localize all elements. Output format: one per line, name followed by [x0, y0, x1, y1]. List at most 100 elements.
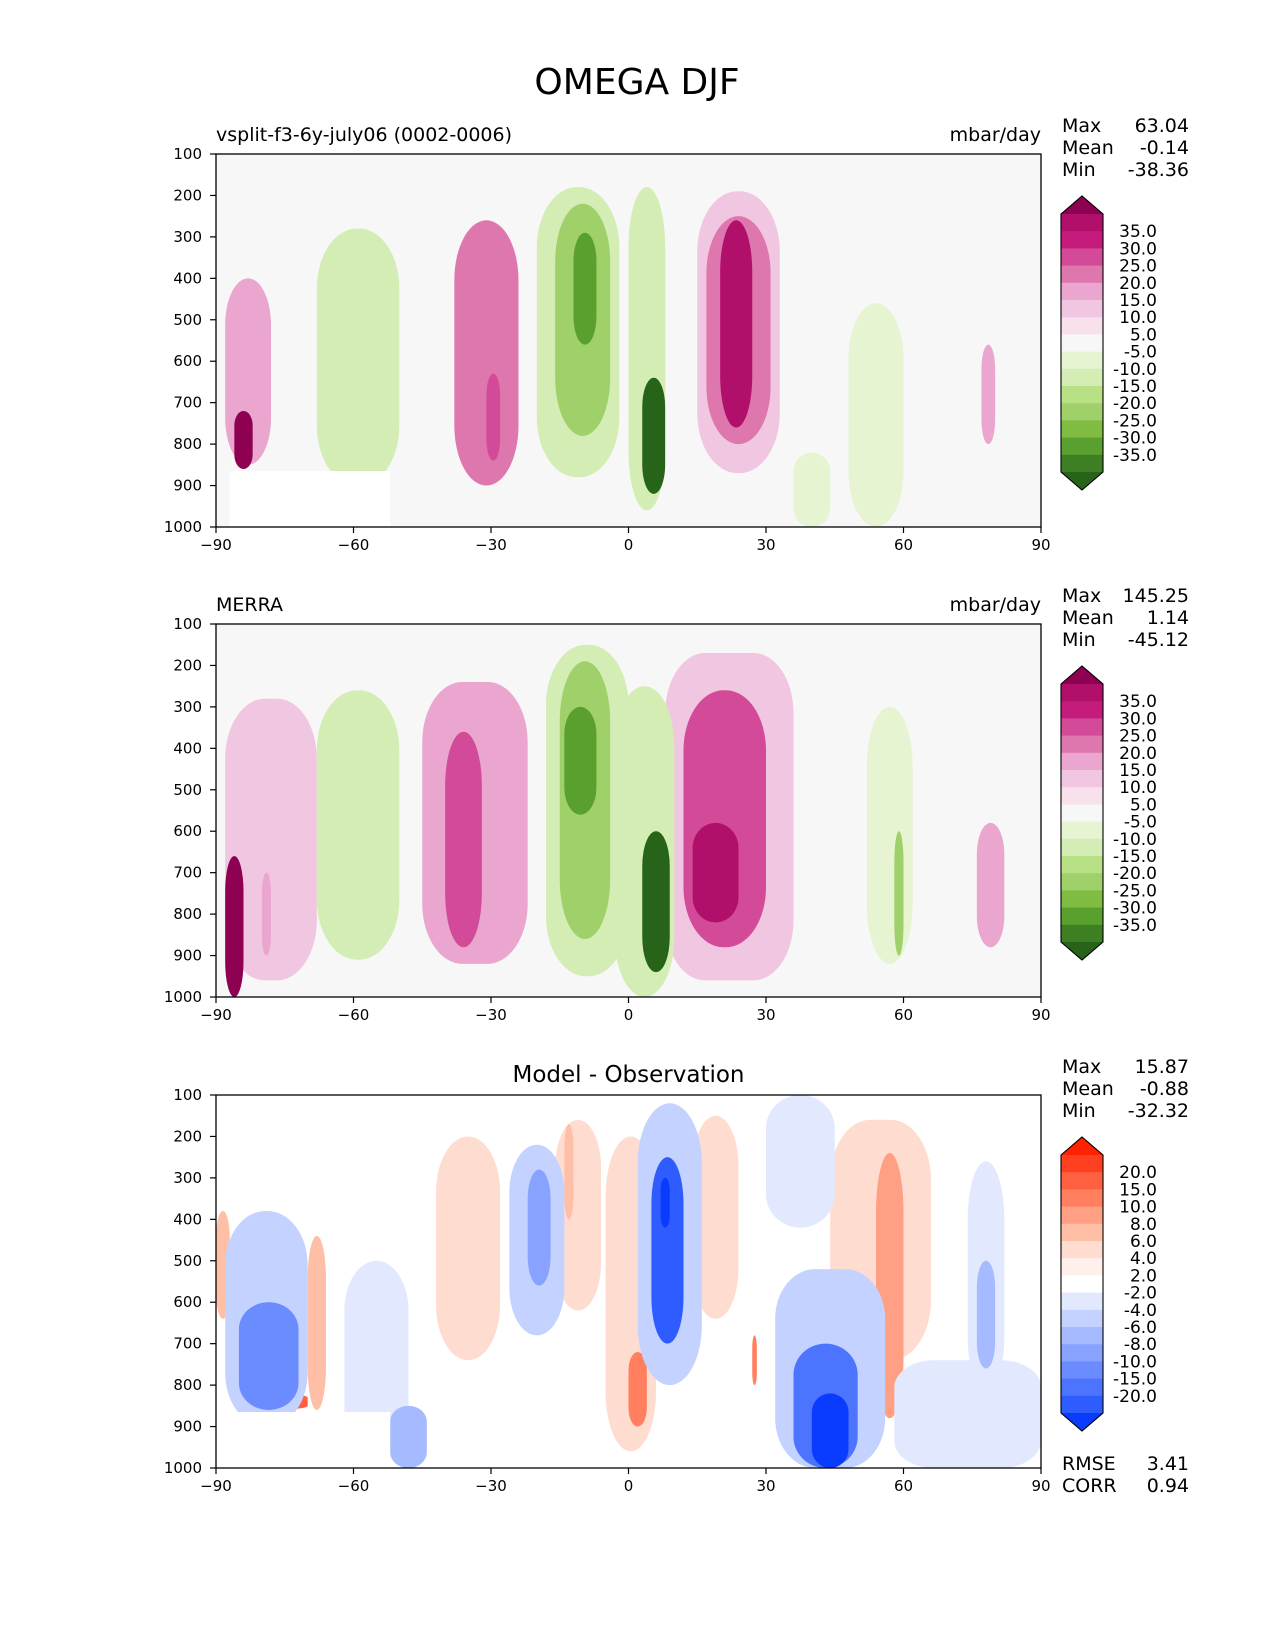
x-tick-label: −30 [475, 536, 507, 554]
field-neg-anomaly [660, 1177, 670, 1228]
colorbar-extend-low [1061, 472, 1103, 490]
colorbar-label: -30.0 [1113, 899, 1157, 919]
field-neg-anomaly [238, 1302, 299, 1410]
missing-data-mask [229, 471, 391, 528]
colorbar-swatch [1061, 1395, 1103, 1414]
colorbar-extend-high [1061, 666, 1103, 684]
colorbar-label: 15.0 [1119, 761, 1157, 781]
colorbar-swatch [1061, 403, 1103, 421]
stat-value: -38.36 [1128, 159, 1189, 181]
panel-units-label: mbar/day [950, 594, 1041, 616]
colorbar-label: -35.0 [1113, 446, 1157, 466]
colorbar-label: 15.0 [1119, 1180, 1157, 1200]
colorbar-label: -35.0 [1113, 916, 1157, 936]
y-tick-label: 700 [173, 864, 202, 882]
colorbar-label: -15.0 [1113, 377, 1157, 397]
panel-2: −90 −60 −30 0 30 60 90 100 200 300 400 500 600 700 800… [164, 585, 1189, 1024]
colorbar-swatch [1061, 1361, 1103, 1380]
colorbar-swatch [1061, 454, 1103, 473]
colorbar-swatch [1061, 1378, 1103, 1397]
colorbar-swatch [1061, 684, 1103, 702]
field-neg-anomaly [527, 1169, 551, 1286]
field-neg-anomaly [573, 232, 597, 345]
field-pos-anomaly [692, 822, 739, 923]
colorbar-swatch [1061, 770, 1103, 788]
y-tick-label: 100 [173, 615, 202, 633]
colorbar-extend-low [1061, 1413, 1103, 1431]
field-neg-anomaly [316, 228, 400, 486]
y-tick-label: 800 [173, 435, 202, 453]
field-layer [225, 644, 1005, 997]
field-pos-anomaly [752, 1335, 757, 1386]
colorbar-label: 5.0 [1130, 795, 1157, 815]
colorbar-label: 10.0 [1119, 308, 1157, 328]
field-pos-anomaly [976, 822, 1005, 948]
colorbar-swatch [1061, 334, 1103, 353]
field-pos-anomaly [720, 220, 753, 428]
colorbar-label: -5.0 [1124, 343, 1157, 363]
colorbar-swatch [1061, 1327, 1103, 1345]
colorbar-swatch [1061, 214, 1103, 232]
colorbar-label: -15.0 [1113, 847, 1157, 867]
colorbar-swatch [1061, 1206, 1103, 1225]
x-tick-label: 60 [894, 1477, 913, 1495]
colorbar-label: 20.0 [1119, 274, 1157, 294]
panel-3: −90 −60 −30 0 30 60 90 100 200 300 400 500 600 700 800… [164, 1056, 1189, 1497]
colorbar-label: 35.0 [1119, 692, 1157, 712]
colorbar-extend-high [1061, 196, 1103, 214]
field-pos-anomaly [225, 698, 317, 981]
field-pos-anomaly [981, 344, 996, 445]
colorbar-label: 6.0 [1130, 1232, 1157, 1252]
colorbar-swatch [1061, 351, 1103, 370]
stat-label: Min [1062, 1100, 1096, 1122]
y-tick-label: 1000 [164, 518, 202, 536]
colorbar-swatch [1061, 1223, 1103, 1242]
colorbar-swatch [1061, 907, 1103, 926]
field-pos-anomaly [564, 1124, 574, 1220]
field-pos-anomaly [628, 1351, 647, 1427]
colorbar: 20.015.010.08.06.04.02.0-2.0-4.0-6.0-8.0… [1060, 1136, 1157, 1432]
stat-label: Mean [1062, 1078, 1114, 1100]
colorbar-label: -30.0 [1113, 429, 1157, 449]
colorbar-swatch [1061, 1292, 1103, 1311]
stat-value: 145.25 [1123, 585, 1189, 607]
field-pos-anomaly [486, 373, 501, 461]
y-tick-label: 1000 [164, 1459, 202, 1477]
y-tick-label: 700 [173, 394, 202, 412]
x-tick-label: 90 [1031, 536, 1050, 554]
y-tick-label: 800 [173, 1376, 202, 1394]
colorbar-label: -20.0 [1113, 394, 1157, 414]
y-tick-label: 200 [173, 656, 202, 674]
colorbar-swatch [1061, 420, 1103, 439]
y-tick-label: 400 [173, 739, 202, 757]
colorbar-swatch [1061, 804, 1103, 823]
colorbar-swatch [1061, 248, 1103, 267]
y-tick-label: 400 [173, 269, 202, 287]
colorbar-label: -10.0 [1113, 1352, 1157, 1372]
stat-label: Min [1062, 629, 1096, 651]
colorbar-swatch [1061, 265, 1103, 284]
colorbar-label: -6.0 [1124, 1318, 1157, 1338]
y-tick-label: 500 [173, 781, 202, 799]
x-tick-label: −30 [475, 1477, 507, 1495]
y-tick-label: 200 [173, 186, 202, 204]
colorbar-swatch [1061, 873, 1103, 891]
y-tick-label: 100 [173, 145, 202, 163]
colorbar-swatch [1061, 821, 1103, 840]
colorbar: 35.030.025.020.015.010.05.0-5.0-10.0-15.… [1060, 665, 1157, 961]
field-pos-anomaly [225, 856, 244, 997]
missing-data-mask [229, 1412, 391, 1469]
field-neg-anomaly [866, 706, 913, 964]
x-tick-label: −60 [338, 1477, 370, 1495]
x-tick-label: 60 [894, 1006, 913, 1024]
field-neg-anomaly [564, 706, 597, 815]
colorbar-label: 10.0 [1119, 778, 1157, 798]
colorbar-extend-low [1061, 942, 1103, 960]
colorbar-label: -5.0 [1124, 813, 1157, 833]
colorbar-label: -8.0 [1124, 1335, 1157, 1355]
field-neg-anomaly [642, 377, 666, 494]
field-neg-anomaly [976, 1260, 996, 1369]
y-tick-label: 200 [173, 1127, 202, 1145]
colorbar-swatch [1061, 386, 1103, 404]
